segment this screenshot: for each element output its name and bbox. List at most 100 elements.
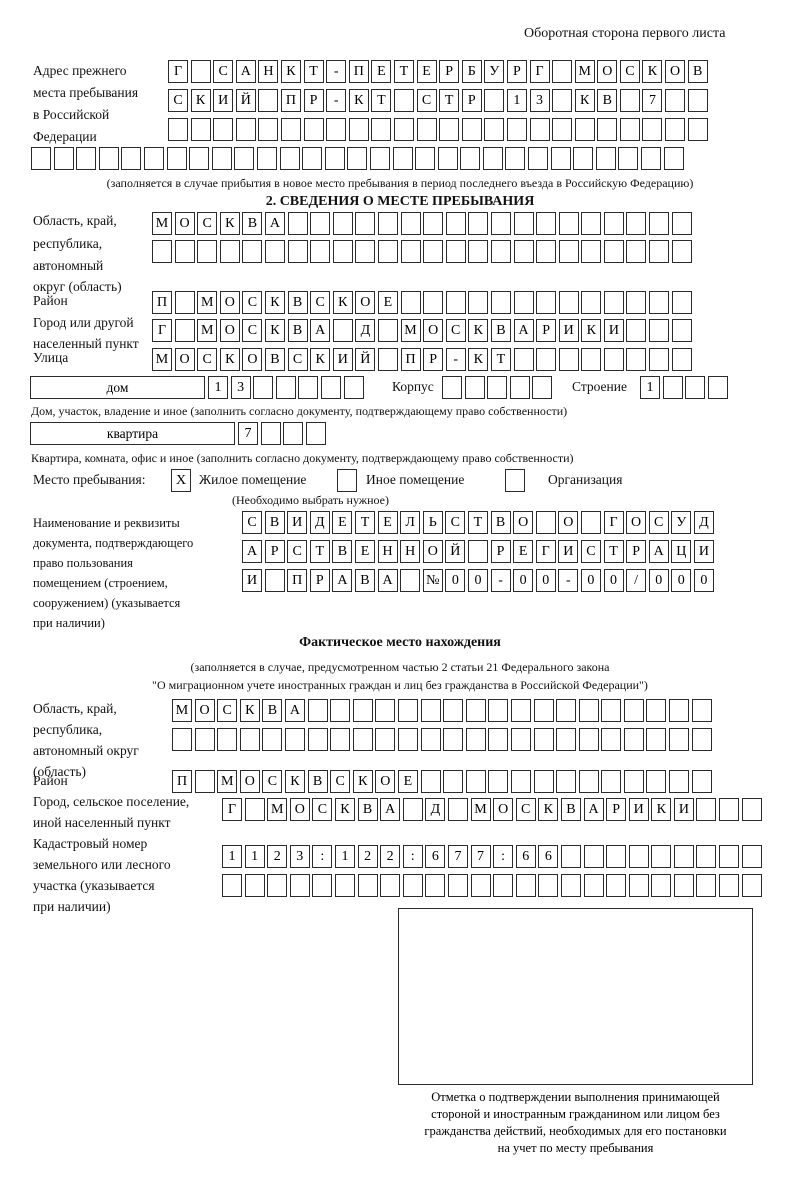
actual-city-row-cell-19[interactable]: И — [628, 798, 649, 821]
document-row-1-cell-5[interactable]: Е — [332, 511, 353, 534]
section2-city-row-cell-23[interactable] — [649, 319, 670, 342]
actual-region-row-2-cell-10[interactable] — [375, 728, 396, 751]
actual-region-row-1-cell-14[interactable] — [465, 699, 486, 722]
cadastral-row-1-cell-17[interactable] — [583, 845, 604, 868]
actual-region-row-1-cell-18[interactable] — [556, 699, 577, 722]
actual-region-row-2-cell-1[interactable] — [172, 728, 192, 751]
actual-region-row-1-cell-9[interactable] — [352, 699, 373, 722]
document-row-3-cell-4[interactable]: Р — [309, 569, 330, 592]
document-row-2-cell-18[interactable]: Р — [626, 540, 647, 563]
document-row-3-cell-13[interactable]: 0 — [513, 569, 534, 592]
cadastral-row-2-cell-8[interactable] — [380, 874, 401, 897]
previous-address-row-3-cell-17[interactable] — [529, 118, 550, 141]
previous-address-row-2-cell-1[interactable]: С — [168, 89, 188, 112]
previous-address-row-1-cell-13[interactable]: Р — [439, 60, 460, 83]
cadastral-row-1-cell-5[interactable]: : — [312, 845, 333, 868]
section2-street-row-cell-16[interactable]: Т — [490, 348, 511, 371]
previous-address-row-4-cell-11[interactable] — [256, 147, 277, 170]
actual-region-row-1-cell-23[interactable] — [669, 699, 690, 722]
house-number-cells-cell-7[interactable] — [343, 376, 364, 399]
section2-street-row-cell-8[interactable]: К — [310, 348, 331, 371]
previous-address-row-4-cell-6[interactable] — [143, 147, 164, 170]
previous-address-row-2-cell-7[interactable]: Р — [303, 89, 324, 112]
section2-region-row-1-cell-8[interactable] — [310, 212, 331, 235]
previous-address-row-1-cell-3[interactable]: С — [213, 60, 234, 83]
section2-street-row-cell-3[interactable]: С — [197, 348, 218, 371]
cadastral-row-2[interactable] — [222, 874, 762, 897]
actual-city-row-cell-17[interactable]: А — [583, 798, 604, 821]
previous-address-row-1-cell-5[interactable]: Н — [258, 60, 279, 83]
korpus-cells[interactable] — [442, 376, 553, 399]
cadastral-row-2-cell-18[interactable] — [606, 874, 627, 897]
section2-district-row-cell-16[interactable] — [490, 291, 511, 314]
section2-district-row-cell-24[interactable] — [671, 291, 692, 314]
cadastral-row-2-cell-11[interactable] — [447, 874, 468, 897]
section2-region-row-2-cell-21[interactable] — [603, 240, 624, 263]
section2-district-row-cell-22[interactable] — [626, 291, 647, 314]
actual-city-row-cell-6[interactable]: К — [334, 798, 355, 821]
document-row-3-cell-9[interactable]: № — [422, 569, 443, 592]
previous-address-row-2-cell-21[interactable] — [619, 89, 640, 112]
previous-address-row-1-cell-6[interactable]: К — [280, 60, 301, 83]
previous-address-row-3-cell-12[interactable] — [416, 118, 437, 141]
document-row-2-cell-7[interactable]: Н — [377, 540, 398, 563]
document-row-2-cell-14[interactable]: Г — [535, 540, 556, 563]
document-row-1-cell-10[interactable]: С — [445, 511, 466, 534]
section2-region-row-2-cell-9[interactable] — [332, 240, 353, 263]
actual-district-row-cell-18[interactable] — [556, 770, 577, 793]
cadastral-row-1-cell-24[interactable] — [741, 845, 762, 868]
document-row-3-cell-7[interactable]: А — [377, 569, 398, 592]
section2-district-row-cell-9[interactable]: К — [332, 291, 353, 314]
document-row-1-cell-4[interactable]: Д — [309, 511, 330, 534]
actual-city-row-cell-22[interactable] — [696, 798, 717, 821]
section2-district-row-cell-8[interactable]: С — [310, 291, 331, 314]
actual-region-row-1-cell-15[interactable] — [488, 699, 509, 722]
cadastral-row-1-cell-9[interactable]: : — [402, 845, 423, 868]
stroenie-cells-cell-1[interactable]: 1 — [640, 376, 660, 399]
previous-address-row-2-cell-11[interactable] — [393, 89, 414, 112]
section2-region-row-1-cell-20[interactable] — [581, 212, 602, 235]
document-row-2-cell-21[interactable]: И — [693, 540, 714, 563]
cadastral-row-2-cell-4[interactable] — [289, 874, 310, 897]
previous-address-row-2-cell-16[interactable]: 1 — [506, 89, 527, 112]
section2-street-row-cell-14[interactable]: - — [445, 348, 466, 371]
house-number-cells-cell-4[interactable] — [275, 376, 296, 399]
section2-city-row-cell-14[interactable]: С — [445, 319, 466, 342]
previous-address-row-1-cell-9[interactable]: П — [348, 60, 369, 83]
previous-address-row-4-cell-21[interactable] — [482, 147, 503, 170]
section2-region-row-1-cell-22[interactable] — [626, 212, 647, 235]
actual-district-row-cell-5[interactable]: С — [262, 770, 283, 793]
section2-city-row-cell-8[interactable]: А — [310, 319, 331, 342]
cadastral-row-2-cell-17[interactable] — [583, 874, 604, 897]
cadastral-row-1-cell-19[interactable] — [628, 845, 649, 868]
cadastral-row-1-cell-12[interactable]: 7 — [470, 845, 491, 868]
previous-address-row-3-cell-9[interactable] — [348, 118, 369, 141]
cadastral-row-2-cell-1[interactable] — [222, 874, 242, 897]
actual-region-row-2-cell-9[interactable] — [352, 728, 373, 751]
previous-address-row-1-cell-22[interactable]: К — [642, 60, 663, 83]
document-row-2-cell-6[interactable]: Е — [354, 540, 375, 563]
actual-city-row-cell-20[interactable]: К — [651, 798, 672, 821]
document-row-2-cell-10[interactable]: Й — [445, 540, 466, 563]
previous-address-row-2-cell-24[interactable] — [687, 89, 708, 112]
section2-region-row-2-cell-13[interactable] — [423, 240, 444, 263]
korpus-cells-cell-1[interactable] — [442, 376, 462, 399]
actual-region-row-1-cell-17[interactable] — [533, 699, 554, 722]
section2-region-row-1-cell-2[interactable]: О — [174, 212, 195, 235]
house-number-cells-cell-6[interactable] — [320, 376, 341, 399]
previous-address-row-4[interactable] — [31, 147, 684, 170]
section2-district-row-cell-4[interactable]: О — [219, 291, 240, 314]
cadastral-row-2-cell-9[interactable] — [402, 874, 423, 897]
section2-region-row-2-cell-10[interactable] — [355, 240, 376, 263]
actual-region-row-1-cell-13[interactable] — [443, 699, 464, 722]
stroenie-cells-cell-4[interactable] — [707, 376, 728, 399]
section2-street-row-cell-1[interactable]: М — [152, 348, 172, 371]
document-row-3-cell-14[interactable]: 0 — [535, 569, 556, 592]
section2-region-row-2-cell-15[interactable] — [468, 240, 489, 263]
previous-address-row-1-cell-18[interactable] — [552, 60, 573, 83]
section2-district-row-cell-11[interactable]: Е — [377, 291, 398, 314]
actual-city-row-cell-3[interactable]: М — [267, 798, 288, 821]
section2-region-row-1-cell-9[interactable] — [332, 212, 353, 235]
document-row-1-cell-14[interactable] — [535, 511, 556, 534]
